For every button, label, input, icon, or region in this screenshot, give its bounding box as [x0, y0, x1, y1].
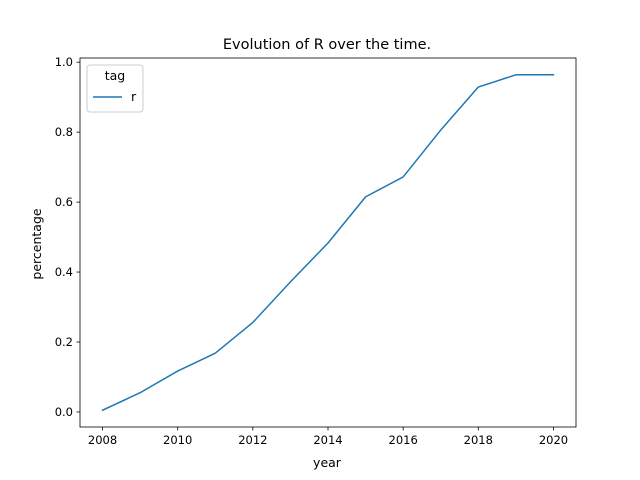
axis-ticks: 2008 2010 2012 2014 2016 2018 2020 0.0 0.2 0.4 0.6…: [55, 55, 568, 447]
x-tick-label: 2020: [539, 433, 568, 447]
legend-label-r: r: [131, 89, 137, 104]
x-tick-label: 2016: [389, 433, 418, 447]
y-axis-label: percentage: [29, 208, 44, 279]
x-tick-label: 2018: [464, 433, 493, 447]
y-tick-label: 0.4: [55, 265, 73, 279]
x-tick-label: 2014: [313, 433, 342, 447]
plot-area: [79, 57, 577, 428]
legend: tag r: [86, 64, 144, 113]
chart-title: Evolution of R over the time.: [223, 37, 431, 53]
x-tick-label: 2008: [88, 433, 117, 447]
y-tick-label: 0.2: [55, 335, 73, 349]
x-tick-label: 2010: [163, 433, 192, 447]
y-tick-label: 0.6: [55, 195, 73, 209]
series-line-r: [101, 74, 555, 412]
legend-title: tag: [105, 68, 126, 83]
x-tick-label: 2012: [238, 433, 267, 447]
y-tick-label: 0.0: [55, 405, 73, 419]
y-tick-label: 1.0: [55, 55, 73, 69]
x-axis-label: year: [313, 455, 342, 470]
y-tick-label: 0.8: [55, 125, 73, 139]
legend-frame: [86, 64, 144, 113]
